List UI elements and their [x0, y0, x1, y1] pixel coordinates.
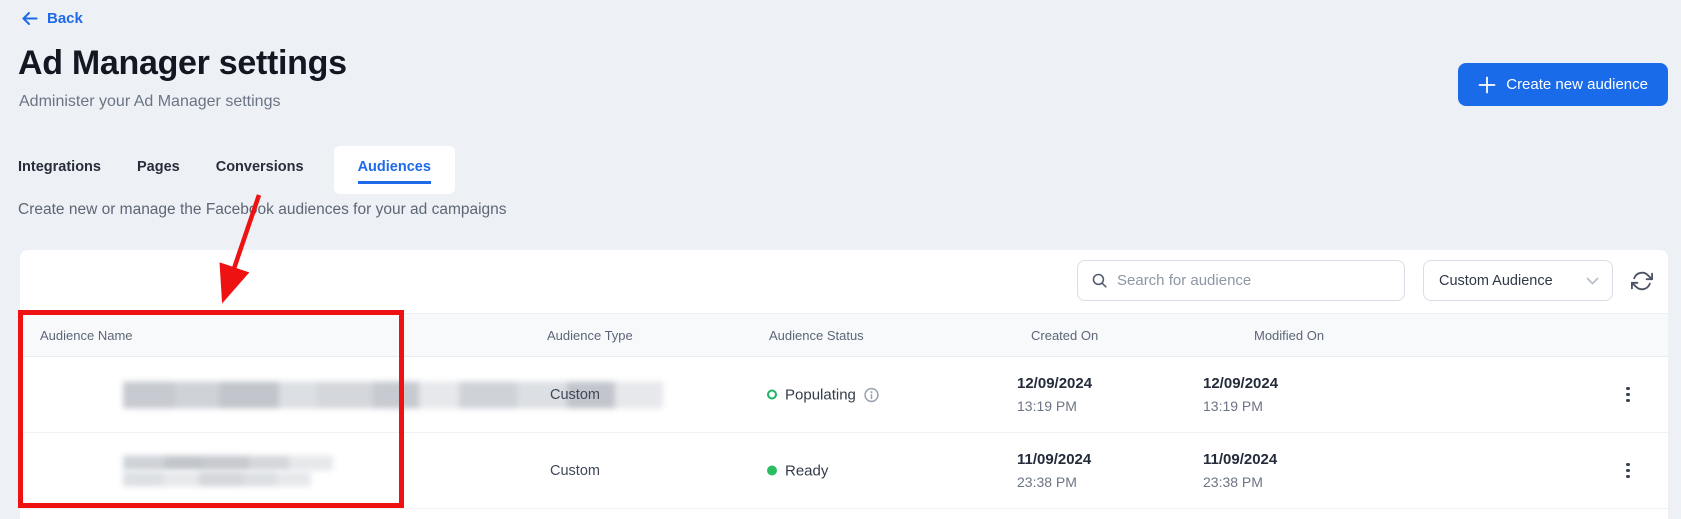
tab-pages[interactable]: Pages — [136, 159, 180, 175]
modified-on-cell: 11/09/2024 23:38 PM — [1203, 449, 1277, 493]
search-icon — [1091, 272, 1108, 289]
column-audience-type: Audience Type — [547, 328, 633, 343]
info-circle-icon[interactable] — [864, 387, 879, 402]
back-link[interactable]: Back — [21, 10, 83, 27]
create-new-audience-label: Create new audience — [1506, 76, 1648, 93]
audience-name-redacted — [123, 381, 663, 408]
status-label: Populating — [785, 386, 856, 403]
created-on-cell: 12/09/2024 13:19 PM — [1017, 373, 1092, 417]
kebab-menu-icon[interactable] — [1616, 383, 1640, 407]
modified-date: 11/09/2024 — [1203, 450, 1278, 468]
arrow-left-icon — [21, 11, 38, 26]
column-audience-status: Audience Status — [769, 328, 864, 343]
plus-icon — [1478, 76, 1496, 94]
tab-integrations[interactable]: Integrations — [18, 159, 101, 175]
section-description: Create new or manage the Facebook audien… — [18, 201, 507, 218]
audience-status: Ready — [767, 462, 828, 479]
audiences-panel: Custom Audience Audience Name Audience T… — [20, 250, 1668, 519]
table-header: Audience Name Audience Type Audience Sta… — [20, 313, 1668, 357]
refresh-button[interactable] — [1626, 267, 1658, 295]
created-date: 11/09/2024 — [1017, 450, 1092, 468]
settings-tabs: Integrations Pages Conversions Audiences — [18, 146, 455, 194]
audience-name-redacted — [123, 455, 333, 486]
column-modified-on: Modified On — [1254, 328, 1325, 343]
audience-type-value: Custom — [550, 386, 600, 403]
audience-type-value: Custom — [550, 462, 600, 479]
audience-search — [1077, 260, 1405, 301]
modified-on-cell: 12/09/2024 13:19 PM — [1203, 373, 1278, 417]
audience-type-filter[interactable]: Custom Audience — [1423, 260, 1613, 301]
created-time: 13:19 PM — [1017, 397, 1077, 414]
search-input[interactable] — [1117, 272, 1391, 289]
modified-time: 13:19 PM — [1203, 397, 1263, 414]
filter-value: Custom Audience — [1439, 272, 1553, 289]
tab-audiences-label: Audiences — [357, 159, 431, 184]
created-on-cell: 11/09/2024 23:38 PM — [1017, 449, 1091, 493]
modified-date: 12/09/2024 — [1203, 374, 1279, 392]
column-created-on: Created On — [1031, 328, 1099, 343]
status-ready-dot-icon — [767, 465, 777, 476]
table-row: Custom Populating 12/09/2024 13:19 PM 12… — [20, 357, 1668, 433]
back-label: Back — [47, 10, 83, 27]
modified-time: 23:38 PM — [1203, 473, 1263, 490]
table-row: Custom Ready 11/09/2024 23:38 PM 11/09/2… — [20, 433, 1668, 509]
column-audience-name: Audience Name — [40, 328, 133, 343]
page-subtitle: Administer your Ad Manager settings — [19, 93, 281, 110]
created-date: 12/09/2024 — [1017, 374, 1093, 392]
page-title: Ad Manager settings — [18, 44, 347, 82]
chevron-down-icon — [1586, 277, 1599, 285]
refresh-icon — [1631, 270, 1653, 292]
create-new-audience-button[interactable]: Create new audience — [1458, 63, 1668, 106]
status-populating-ring-icon — [767, 389, 777, 400]
kebab-menu-icon[interactable] — [1616, 459, 1640, 483]
created-time: 23:38 PM — [1017, 473, 1077, 490]
tab-audiences[interactable]: Audiences — [333, 146, 455, 194]
status-label: Ready — [785, 462, 829, 479]
tab-conversions[interactable]: Conversions — [215, 159, 304, 175]
audience-status: Populating — [767, 386, 879, 403]
